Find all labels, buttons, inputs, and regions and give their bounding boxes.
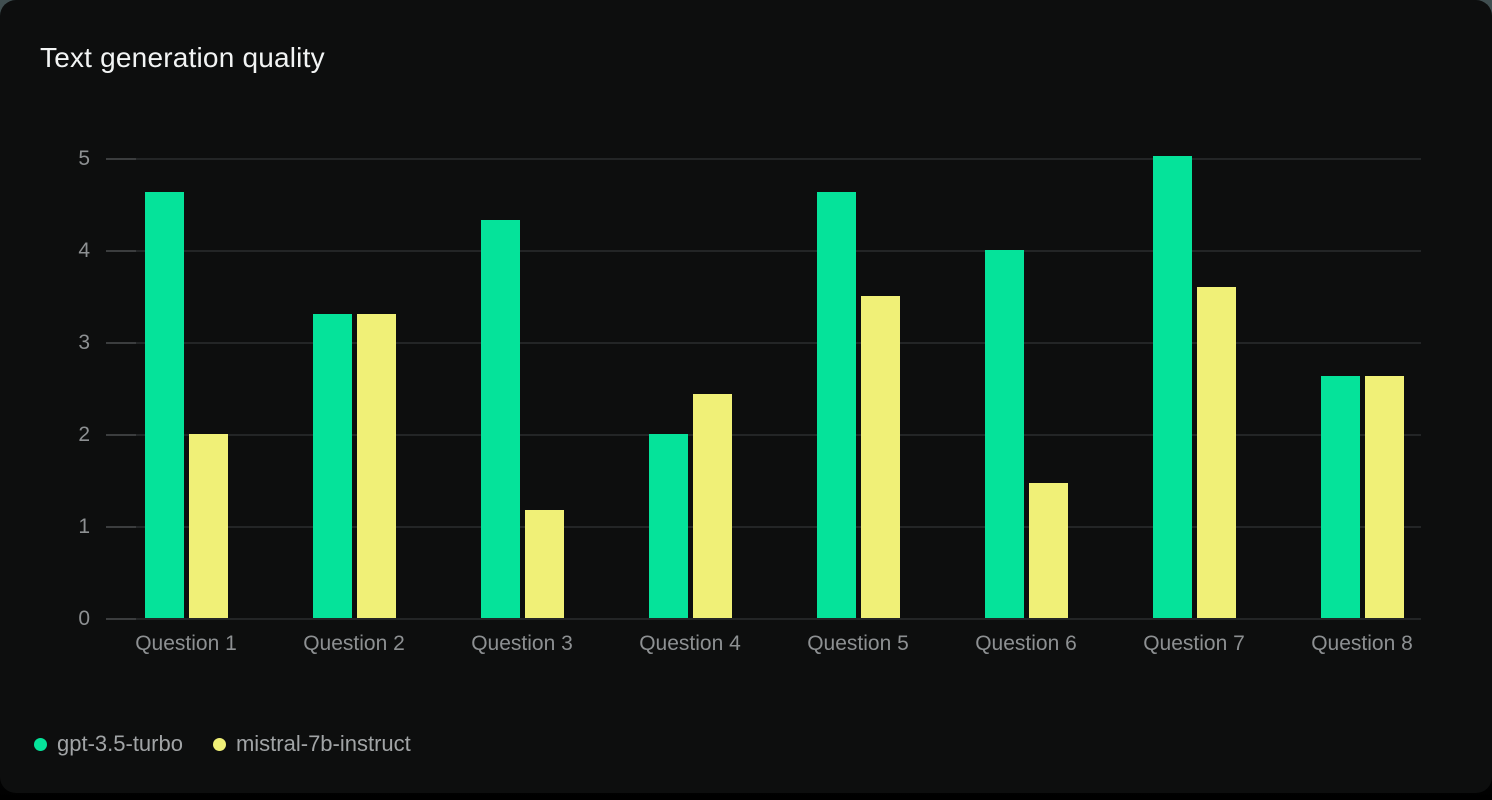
legend-item[interactable]: gpt-3.5-turbo [34,731,183,757]
chart-title: Text generation quality [40,42,325,73]
y-axis-tick-label: 3 [78,331,90,354]
y-axis-tick-label: 0 [78,607,90,630]
y-axis-tick [106,434,136,436]
y-axis-tick-label: 1 [78,515,90,538]
x-axis-tick-label: Question 1 [135,632,237,655]
bar-group [606,158,774,618]
bar[interactable] [693,394,732,618]
bar-group [774,158,942,618]
y-axis-tick [106,618,136,620]
bar[interactable] [861,296,900,618]
bar-group [438,158,606,618]
y-axis-tick-label: 5 [78,147,90,170]
x-axis-tick-label: Question 6 [975,632,1077,655]
gridline [106,250,1421,252]
y-axis-tick [106,250,136,252]
y-axis-tick-label: 2 [78,423,90,446]
bar[interactable] [817,192,856,618]
y-axis-tick-label: 4 [78,239,90,262]
gridline [106,618,1421,620]
x-axis-tick-label: Question 2 [303,632,405,655]
bar-group [102,158,270,618]
y-axis-tick [106,158,136,160]
bar[interactable] [481,220,520,618]
bar[interactable] [357,314,396,618]
bar[interactable] [985,250,1024,618]
x-axis-tick-label: Question 3 [471,632,573,655]
bar-group [942,158,1110,618]
bar[interactable] [1153,156,1192,618]
gridline [106,158,1421,160]
gridline [106,526,1421,528]
bar[interactable] [1321,376,1360,618]
gridline [106,434,1421,436]
legend-dot-icon [212,737,226,751]
bar[interactable] [1365,376,1404,618]
x-axis-tick-label: Question 7 [1143,632,1245,655]
legend-item-label: mistral-7b-instruct [235,731,411,756]
legend-item-label: gpt-3.5-turbo [57,731,183,756]
bar-group [1278,158,1446,618]
legend-dot-icon [34,737,47,751]
y-axis-tick [106,526,136,528]
gridline [106,342,1421,344]
y-axis-tick [106,342,136,344]
x-axis-tick-label: Question 8 [1311,632,1413,655]
bar[interactable] [649,434,688,618]
bar[interactable] [1029,483,1068,618]
bar[interactable] [189,434,228,618]
bar[interactable] [313,314,352,618]
bar-group [1110,156,1278,618]
legend: gpt-3.5-turbo mistral-7b-instruct [34,731,411,757]
bar-group [270,158,438,618]
bar[interactable] [145,192,184,618]
x-axis-tick-label: Question 4 [639,632,741,655]
x-axis-tick-label: Question 5 [807,632,909,655]
legend-item[interactable]: mistral-7b-instruct [212,731,411,757]
bar[interactable] [1197,287,1236,618]
bar[interactable] [525,510,564,618]
